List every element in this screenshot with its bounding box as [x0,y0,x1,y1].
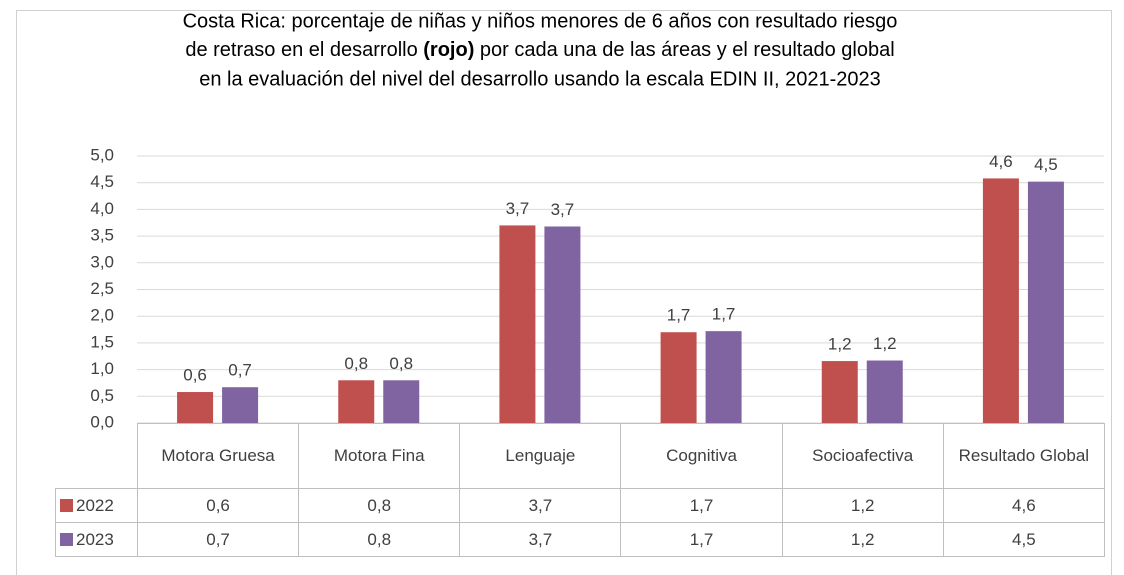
bar [222,387,259,423]
chart-frame [16,10,1112,575]
bar [821,361,858,423]
data-label: 0,6 [183,366,207,385]
corner-cell [55,423,138,489]
bar [177,392,214,423]
table-cell: 4,6 [942,488,1105,523]
data-table: Motora Gruesa Motora Fina Lenguaje Cognitiv… [55,423,1105,557]
y-tick-label: 2,5 [90,279,114,298]
legend-label: 2022 [76,495,114,515]
data-label: 3,7 [551,200,575,219]
table-cell: 0,6 [136,488,300,523]
data-label: 3,7 [506,199,530,218]
x-tick-label: Motora Gruesa [136,423,300,489]
table-cell: 0,8 [298,522,461,557]
chart-title: (rojo) [423,39,474,61]
table-header-row: Motora Gruesa Motora Fina Lenguaje Cognitiv… [55,423,1105,489]
y-tick-label: 4,5 [90,172,114,191]
table-row: 2023 0,7 0,8 3,7 1,7 1,2 4,5 [55,522,1105,557]
y-tick-label: 0,5 [90,386,114,405]
chart-title: en la evaluación del nivel del desarroll… [199,68,881,90]
bar [982,178,1019,423]
table-row: 2022 0,6 0,8 3,7 1,7 1,2 4,6 [55,488,1105,523]
data-label: 1,7 [667,306,691,325]
table-cell: 3,7 [459,488,622,523]
bar [1027,181,1064,423]
table-cell: 1,2 [781,488,944,523]
bar [499,225,536,423]
data-label: 0,8 [344,354,368,373]
data-label: 4,6 [989,152,1013,171]
legend-label: 2023 [76,529,114,549]
table-cell: 1,7 [620,488,783,523]
x-tick-label: Lenguaje [459,423,622,489]
table-cell: 1,2 [781,522,944,557]
table-cell: 3,7 [459,522,622,557]
bar [383,380,420,423]
bar [866,360,903,423]
bar [705,331,742,423]
table-cell: 1,7 [620,522,783,557]
x-tick-label: Cognitiva [620,423,783,489]
legend-entry: 2022 [55,488,138,523]
y-tick-label: 2,0 [90,306,114,325]
data-label: 0,7 [228,361,252,380]
data-label: 0,8 [389,354,413,373]
legend-entry: 2023 [55,522,138,557]
table-cell: 4,5 [942,522,1105,557]
chart-title: de retraso en el desarrollo (rojo) por c… [185,39,894,61]
data-label: 4,5 [1034,155,1058,174]
legend-swatch [60,532,73,546]
bar [338,380,375,423]
y-tick-label: 3,5 [90,226,114,245]
legend-swatch [60,498,73,512]
y-tick-label: 1,5 [90,332,114,351]
y-tick-label: 5,0 [90,145,114,164]
x-tick-label: Socioafectiva [781,423,944,489]
data-label: 1,7 [712,305,736,324]
chart-title: de retraso en el desarrollo [185,39,423,61]
table-cell: 0,7 [136,522,300,557]
y-tick-label: 3,0 [90,252,114,271]
chart-title: Costa Rica: porcentaje de niñas y niños … [183,10,898,32]
y-tick-label: 4,0 [90,199,114,218]
bar [544,226,581,423]
table-cell: 0,8 [298,488,461,523]
bar [660,332,697,423]
data-label: 1,2 [873,334,897,353]
data-label: 1,2 [828,335,852,354]
x-tick-label: Motora Fina [298,423,461,489]
x-tick-label: Resultado Global [942,423,1105,489]
chart-title: por cada una de las áreas y el resultado… [474,39,894,61]
y-tick-label: 1,0 [90,359,114,378]
